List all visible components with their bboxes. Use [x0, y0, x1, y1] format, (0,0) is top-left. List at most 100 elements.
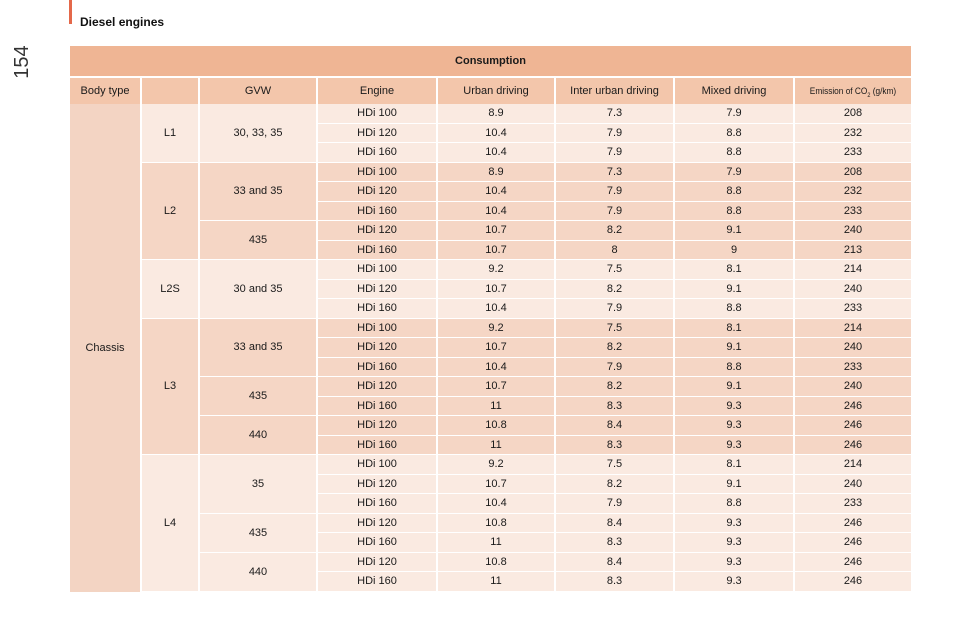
mixed-cell: 8.8	[675, 299, 795, 318]
table-row: HDi 100 9.2 7.5 8.1 214	[318, 318, 911, 338]
inter-urban-cell: 7.9	[556, 357, 675, 376]
urban-cell: 8.9	[438, 162, 556, 181]
gvw-cell: 435	[200, 221, 318, 259]
urban-cell: 8.9	[438, 104, 556, 123]
inter-urban-cell: 7.9	[556, 299, 675, 318]
inter-urban-cell: 8.4	[556, 552, 675, 571]
urban-cell: 11	[438, 533, 556, 552]
inter-urban-cell: 8.3	[556, 572, 675, 591]
inter-urban-cell: 8.3	[556, 435, 675, 454]
co2-cell: 213	[843, 243, 863, 256]
mixed-cell: 9.3	[675, 572, 795, 591]
urban-cell: 10.8	[438, 416, 556, 435]
co2-cell: 233	[843, 302, 863, 314]
mixed-cell: 8.1	[675, 318, 795, 337]
co2-subscript: 2	[867, 92, 871, 99]
mixed-cell: 8.8	[675, 143, 795, 162]
inter-urban-cell: 8.2	[556, 221, 675, 240]
mixed-cell: 7.9	[675, 104, 795, 123]
model-cell: L3	[142, 318, 200, 454]
engine-cell: HDi 160	[318, 299, 438, 318]
engine-cell: HDi 120	[318, 416, 438, 435]
inter-urban-cell: 8.2	[556, 474, 675, 493]
table-row: HDi 160 10.7 8 9 213	[318, 240, 911, 260]
table-row: HDi 120 10.4 7.9 8.8 232	[318, 123, 911, 143]
gvw-cell: 30 and 35	[200, 260, 318, 318]
co2-unit: (g/km)	[872, 86, 897, 96]
urban-cell: 9.2	[438, 260, 556, 279]
table-row: HDi 160 10.4 7.9 8.8 233	[318, 201, 911, 221]
section-accent-bar	[69, 0, 72, 24]
mixed-cell: 8.8	[675, 357, 795, 376]
model-cell: L2S	[142, 260, 200, 318]
table-row: HDi 160 11 8.3 9.3 246	[318, 396, 911, 416]
table-row: HDi 160 10.4 7.9 8.8 233	[318, 494, 911, 514]
engine-cell: HDi 160	[318, 572, 438, 591]
col-header-body-type: Body type	[70, 78, 142, 104]
engine-cell: HDi 120	[318, 279, 438, 298]
co2-cell: 233	[843, 146, 863, 158]
mixed-cell: 9.1	[675, 279, 795, 298]
engine-cell: HDi 160	[318, 494, 438, 513]
table-row: HDi 120 10.7 8.2 9.1 240	[318, 338, 911, 358]
mixed-cell: 9.3	[675, 396, 795, 415]
urban-cell: 10.7	[438, 377, 556, 396]
page-number: 154	[11, 45, 33, 79]
gvw-cell: 435	[200, 377, 318, 415]
urban-cell: 11	[438, 396, 556, 415]
column-headers: Body type GVW Engine Urban driving Inter…	[70, 78, 911, 104]
co2-cell: 208	[843, 165, 863, 178]
table-row: HDi 120 10.7 8.2 9.1 240	[318, 474, 911, 494]
co2-cell: 232	[843, 126, 863, 139]
urban-cell: 10.8	[438, 552, 556, 571]
urban-cell: 10.7	[438, 279, 556, 298]
inter-urban-cell: 8.4	[556, 416, 675, 435]
urban-cell: 10.7	[438, 240, 556, 259]
inter-urban-cell: 8.2	[556, 338, 675, 357]
table-row: HDi 120 10.7 8.2 9.1 240	[318, 377, 911, 397]
table-row: HDi 160 11 8.3 9.3 246	[318, 533, 911, 553]
col-header-urban: Urban driving	[438, 78, 556, 104]
gvw-cell: 30, 33, 35	[200, 104, 318, 162]
engine-cell: HDi 160	[318, 201, 438, 220]
urban-cell: 10.4	[438, 357, 556, 376]
table-row: HDi 160 10.4 7.9 8.8 233	[318, 357, 911, 377]
urban-cell: 10.4	[438, 299, 556, 318]
co2-cell: 246	[843, 575, 863, 587]
inter-urban-cell: 8.3	[556, 396, 675, 415]
engine-cell: HDi 120	[318, 377, 438, 396]
co2-cell: 214	[843, 321, 863, 334]
mixed-cell: 9.3	[675, 533, 795, 552]
table-title: Consumption	[70, 46, 911, 78]
mixed-cell: 9.1	[675, 338, 795, 357]
col-header-co2: Emission of CO2 (g/km)	[800, 78, 907, 104]
section-title: Diesel engines	[80, 15, 165, 29]
engine-cell: HDi 120	[318, 221, 438, 240]
table-row: HDi 160 10.4 7.9 8.8 233	[318, 299, 911, 319]
table-row: HDi 120 10.8 8.4 9.3 246	[318, 416, 911, 436]
table-row: HDi 160 10.4 7.9 8.8 233	[318, 143, 911, 163]
mixed-cell: 8.1	[675, 260, 795, 279]
gvw-cell: 440	[200, 552, 318, 591]
urban-cell: 10.8	[438, 513, 556, 532]
table-row: HDi 120 10.7 8.2 9.1 240	[318, 221, 911, 241]
urban-cell: 10.4	[438, 201, 556, 220]
table-row: HDi 120 10.8 8.4 9.3 246	[318, 552, 911, 572]
table-row: HDi 160 11 8.3 9.3 246	[318, 572, 911, 592]
engine-cell: HDi 120	[318, 474, 438, 493]
co2-cell: 246	[843, 399, 863, 412]
urban-cell: 9.2	[438, 318, 556, 337]
co2-cell: 232	[843, 185, 863, 197]
model-cell: L2	[142, 162, 200, 259]
inter-urban-cell: 7.5	[556, 455, 675, 474]
inter-urban-cell: 8	[556, 240, 675, 259]
inter-urban-cell: 7.9	[556, 182, 675, 201]
engine-cell: HDi 100	[318, 260, 438, 279]
inter-urban-cell: 7.9	[556, 494, 675, 513]
mixed-cell: 9.3	[675, 513, 795, 532]
gvw-cell: 33 and 35	[200, 162, 318, 220]
mixed-cell: 7.9	[675, 162, 795, 181]
co2-cell: 214	[843, 263, 863, 275]
mixed-cell: 9.3	[675, 552, 795, 571]
inter-urban-cell: 7.3	[556, 162, 675, 181]
